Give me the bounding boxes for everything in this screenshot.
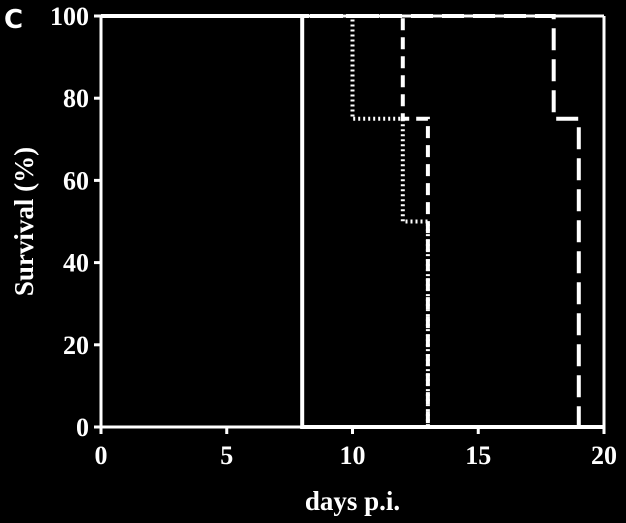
x-tick-label-10: 10 <box>340 441 366 470</box>
y-tick-label-40: 40 <box>63 249 89 278</box>
series-line-4-longdash <box>101 14 581 427</box>
x-tick-label-15: 15 <box>465 441 491 470</box>
y-tick-label-100: 100 <box>50 2 89 31</box>
y-tick-label-20: 20 <box>63 331 89 360</box>
y-axis-title: Survival (%) <box>9 147 39 296</box>
axes-group: 0 20 40 60 80 100 0 5 10 15 20 <box>50 2 617 470</box>
y-tick-label-0: 0 <box>76 413 89 442</box>
y-tick-label-80: 80 <box>63 84 89 113</box>
y-tick-label-60: 60 <box>63 166 89 195</box>
panel-label: C <box>4 5 23 35</box>
x-tick-label-20: 20 <box>591 441 617 470</box>
x-tick-label-0: 0 <box>95 441 108 470</box>
x-tick-label-5: 5 <box>220 441 233 470</box>
x-axis-title: days p.i. <box>305 486 400 516</box>
